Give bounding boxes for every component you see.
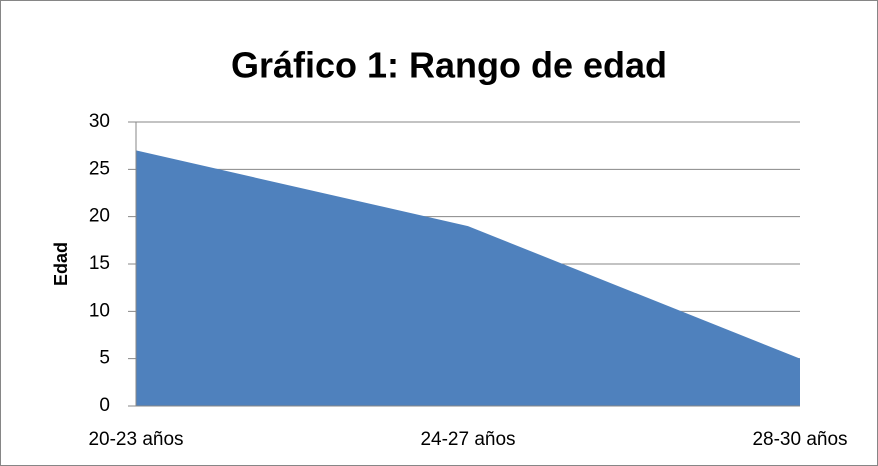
y-tick-label: 0: [99, 395, 110, 416]
y-tick-label: 15: [89, 253, 110, 274]
chart-title: Gráfico 1: Rango de edad: [231, 45, 667, 86]
y-tick-label: 5: [99, 348, 110, 369]
y-tick-label: 25: [89, 158, 110, 179]
x-tick-label: 20-23 años: [88, 429, 183, 450]
area: [136, 150, 800, 406]
x-tick-label: 28-30 años: [752, 429, 847, 450]
y-tick-label: 20: [89, 206, 110, 227]
y-axis-label: Edad: [51, 242, 71, 286]
x-tick-label: 24-27 años: [420, 429, 515, 450]
y-tick-label: 30: [89, 111, 110, 132]
y-tick-label: 10: [89, 300, 110, 321]
